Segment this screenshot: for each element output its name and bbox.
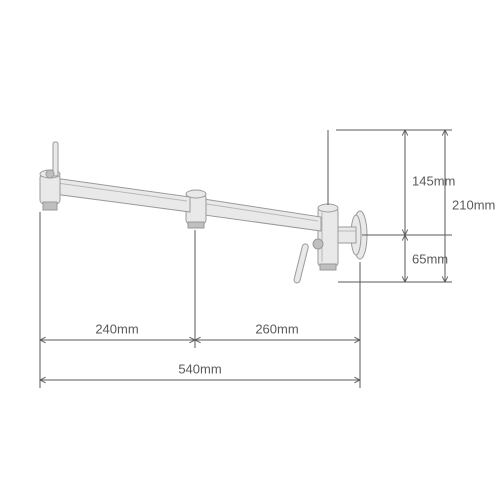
dim-arm1: 240mm (40, 321, 195, 340)
faucet-body (40, 142, 367, 284)
arm-1 (54, 178, 190, 212)
faucet-dimension-diagram: 240mm 260mm 540mm 145mm 65mm 210mm (0, 0, 500, 500)
label-arm1: 240mm (95, 321, 138, 336)
label-lower-height: 65mm (412, 251, 448, 266)
dim-total-height: 210mm (445, 130, 495, 282)
dim-lower-height: 65mm (405, 235, 448, 282)
spout-lever (53, 142, 58, 176)
extension-lines (40, 130, 452, 388)
label-upper-height: 145mm (412, 173, 455, 188)
dim-upper-height: 145mm (405, 130, 455, 235)
arm-2 (197, 198, 321, 231)
dim-total-reach: 540mm (40, 361, 360, 380)
label-arm2: 260mm (255, 321, 298, 336)
label-total-reach: 540mm (178, 361, 221, 376)
label-total-height: 210mm (452, 197, 495, 212)
spout-end (40, 142, 60, 210)
dim-arm2: 260mm (195, 321, 360, 340)
